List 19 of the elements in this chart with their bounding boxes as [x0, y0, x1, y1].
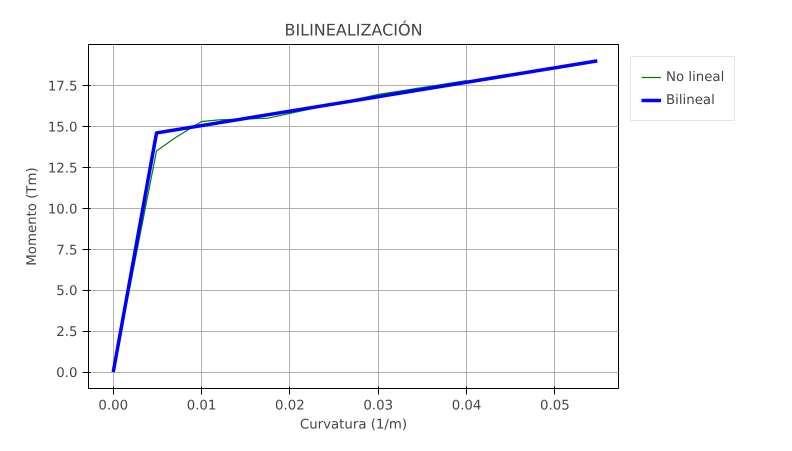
- legend-label: No lineal: [666, 70, 724, 84]
- x-tick-label: 0.01: [186, 398, 216, 414]
- y-axis-title: Momento (Tm): [24, 167, 40, 266]
- y-tick-label: 7.5: [56, 243, 78, 258]
- y-tick-label: 2.5: [56, 325, 78, 340]
- y-tick-label: 10.0: [48, 202, 78, 218]
- y-tick-label: 12.5: [48, 161, 78, 176]
- chart-title: BILINEALIZACIÓN: [284, 20, 423, 40]
- legend-label: Bilineal: [666, 92, 715, 108]
- x-tick-label: 0.03: [363, 398, 394, 414]
- y-tick-label: 17.5: [48, 79, 78, 94]
- x-tick-label: 0.04: [452, 398, 482, 414]
- y-tick-label: 0.0: [56, 366, 78, 382]
- y-tick-label: 15.0: [48, 120, 78, 136]
- x-axis-title: Curvatura (1/m): [300, 418, 408, 432]
- x-tick-label: 0.05: [540, 398, 570, 414]
- x-tick-label: 0.02: [275, 398, 305, 414]
- y-tick-label: 5.0: [56, 284, 78, 300]
- x-tick-label: 0.00: [98, 398, 128, 414]
